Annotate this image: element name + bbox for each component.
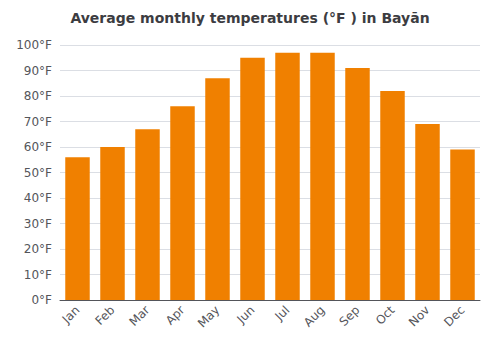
svg-text:Apr: Apr (163, 303, 188, 328)
svg-text:Average monthly temperatures (: Average monthly temperatures (°F ) in Ba… (70, 10, 429, 26)
svg-text:Jul: Jul (272, 303, 293, 324)
svg-text:Dec: Dec (441, 303, 467, 329)
svg-text:40°F: 40°F (24, 191, 52, 205)
svg-text:Aug: Aug (301, 303, 327, 329)
svg-text:30°F: 30°F (24, 217, 52, 231)
svg-text:Sep: Sep (337, 303, 363, 329)
svg-text:100°F: 100°F (16, 38, 52, 52)
svg-text:Feb: Feb (93, 303, 118, 328)
svg-text:80°F: 80°F (24, 89, 52, 103)
svg-text:May: May (195, 303, 222, 330)
svg-text:Oct: Oct (373, 303, 398, 328)
svg-text:Jan: Jan (59, 303, 83, 327)
svg-text:Nov: Nov (406, 303, 432, 329)
svg-text:70°F: 70°F (24, 115, 52, 129)
svg-text:10°F: 10°F (24, 268, 52, 282)
svg-text:50°F: 50°F (24, 166, 52, 180)
svg-text:Mar: Mar (127, 303, 153, 329)
svg-text:60°F: 60°F (24, 140, 52, 154)
svg-text:90°F: 90°F (24, 64, 52, 78)
svg-text:20°F: 20°F (24, 242, 52, 256)
svg-text:0°F: 0°F (31, 293, 52, 307)
svg-text:Jun: Jun (234, 303, 258, 327)
